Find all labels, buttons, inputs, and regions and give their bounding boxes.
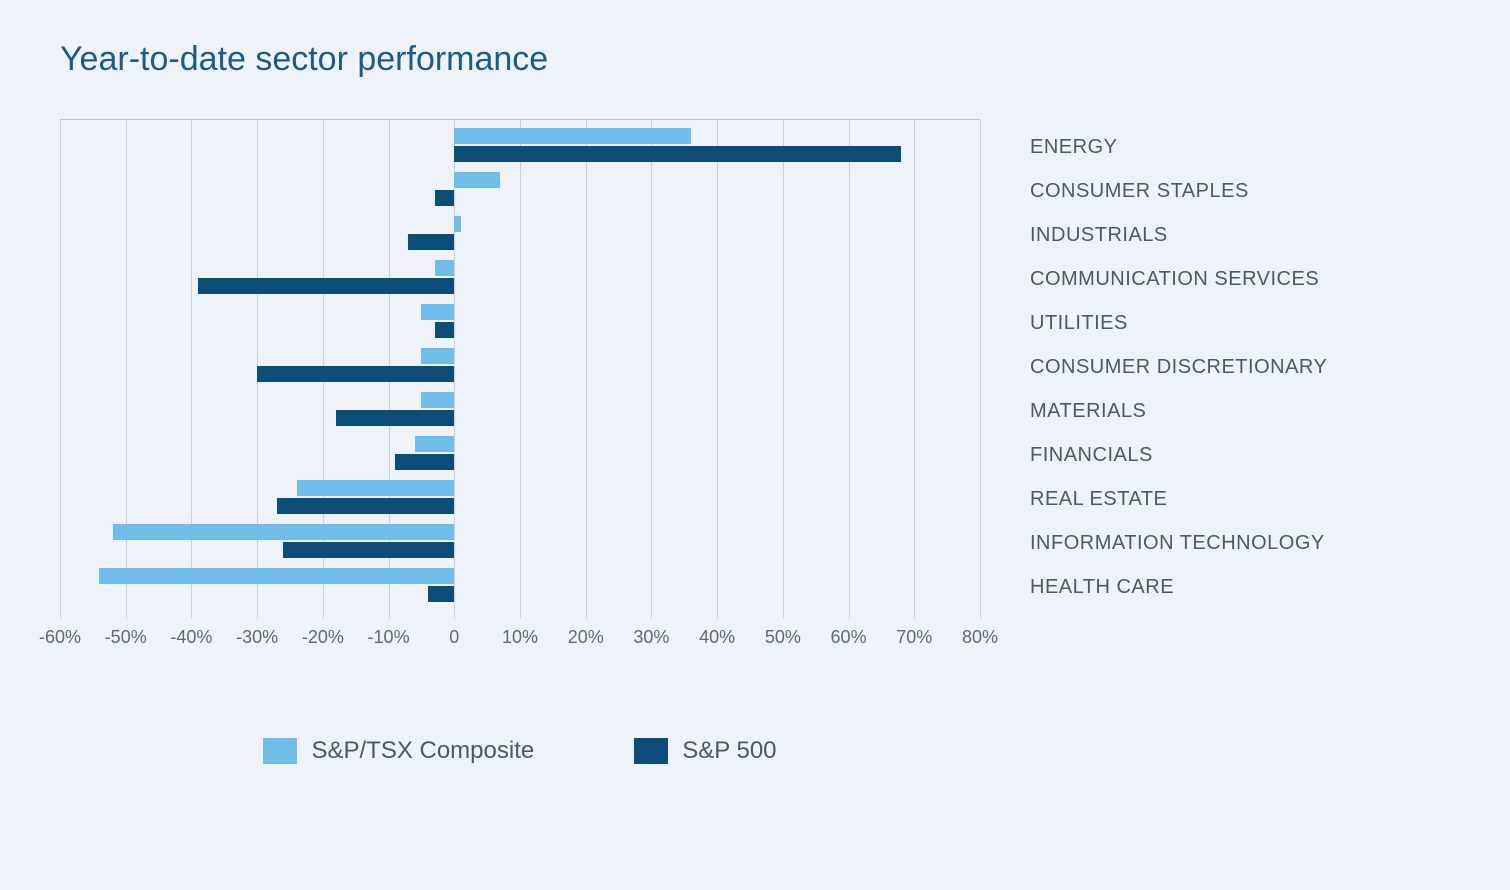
category-label: MATERIALS [1030, 389, 1327, 433]
bar-sp500 [435, 322, 455, 338]
bar-row [60, 346, 980, 386]
category-label: CONSUMER DISCRETIONARY [1030, 345, 1327, 389]
category-label: FINANCIALS [1030, 433, 1327, 477]
bar-tsx [297, 480, 455, 496]
bar-tsx [454, 172, 500, 188]
x-tick-label: 10% [502, 627, 538, 648]
bar-row [60, 478, 980, 518]
legend: S&P/TSX Composite S&P 500 [60, 737, 980, 765]
bar-tsx [454, 128, 691, 144]
x-tick-label: -20% [302, 627, 344, 648]
bar-row [60, 522, 980, 562]
bar-row [60, 390, 980, 430]
x-tick-label: 0 [449, 627, 459, 648]
bar-row [60, 434, 980, 474]
x-tick-label: -40% [170, 627, 212, 648]
bar-sp500 [428, 586, 454, 602]
category-labels: ENERGYCONSUMER STAPLESINDUSTRIALSCOMMUNI… [1030, 119, 1327, 609]
bar-sp500 [408, 234, 454, 250]
x-tick-label: 80% [962, 627, 998, 648]
bar-tsx [421, 392, 454, 408]
x-axis: -60%-50%-40%-30%-20%-10%010%20%30%40%50%… [60, 627, 980, 667]
category-label: ENERGY [1030, 125, 1327, 169]
x-tick-label: -10% [368, 627, 410, 648]
gridline [980, 120, 981, 619]
bar-row [60, 302, 980, 342]
bar-tsx [99, 568, 454, 584]
legend-item: S&P/TSX Composite [263, 737, 534, 765]
chart-title: Year-to-date sector performance [60, 40, 1450, 79]
category-label: COMMUNICATION SERVICES [1030, 257, 1327, 301]
x-tick-label: -50% [105, 627, 147, 648]
category-label: INFORMATION TECHNOLOGY [1030, 521, 1327, 565]
bar-sp500 [454, 146, 901, 162]
bar-row [60, 566, 980, 606]
bars-layer [60, 120, 980, 619]
x-tick-label: 20% [568, 627, 604, 648]
bar-tsx [415, 436, 454, 452]
x-tick-label: 70% [896, 627, 932, 648]
bar-sp500 [277, 498, 454, 514]
category-label: INDUSTRIALS [1030, 213, 1327, 257]
bar-tsx [421, 304, 454, 320]
category-label: CONSUMER STAPLES [1030, 169, 1327, 213]
bar-row [60, 170, 980, 210]
bar-row [60, 258, 980, 298]
x-tick-label: -30% [236, 627, 278, 648]
bar-row [60, 214, 980, 254]
x-tick-label: 60% [831, 627, 867, 648]
legend-label: S&P/TSX Composite [311, 737, 534, 765]
x-tick-label: -60% [39, 627, 81, 648]
bar-sp500 [283, 542, 454, 558]
category-label: UTILITIES [1030, 301, 1327, 345]
bar-tsx [421, 348, 454, 364]
category-label: HEALTH CARE [1030, 565, 1327, 609]
x-tick-label: 50% [765, 627, 801, 648]
legend-label: S&P 500 [682, 737, 776, 765]
bar-sp500 [336, 410, 454, 426]
legend-swatch [263, 738, 297, 764]
bar-tsx [113, 524, 455, 540]
chart-container: -60%-50%-40%-30%-20%-10%010%20%30%40%50%… [60, 119, 1450, 765]
category-label: REAL ESTATE [1030, 477, 1327, 521]
legend-swatch [634, 738, 668, 764]
bar-tsx [435, 260, 455, 276]
bar-sp500 [395, 454, 454, 470]
bar-row [60, 126, 980, 166]
bar-sp500 [435, 190, 455, 206]
plot-area [60, 119, 980, 619]
bar-sp500 [257, 366, 454, 382]
bar-sp500 [198, 278, 454, 294]
bar-tsx [454, 216, 461, 232]
x-tick-label: 40% [699, 627, 735, 648]
legend-item: S&P 500 [634, 737, 776, 765]
x-tick-label: 30% [633, 627, 669, 648]
